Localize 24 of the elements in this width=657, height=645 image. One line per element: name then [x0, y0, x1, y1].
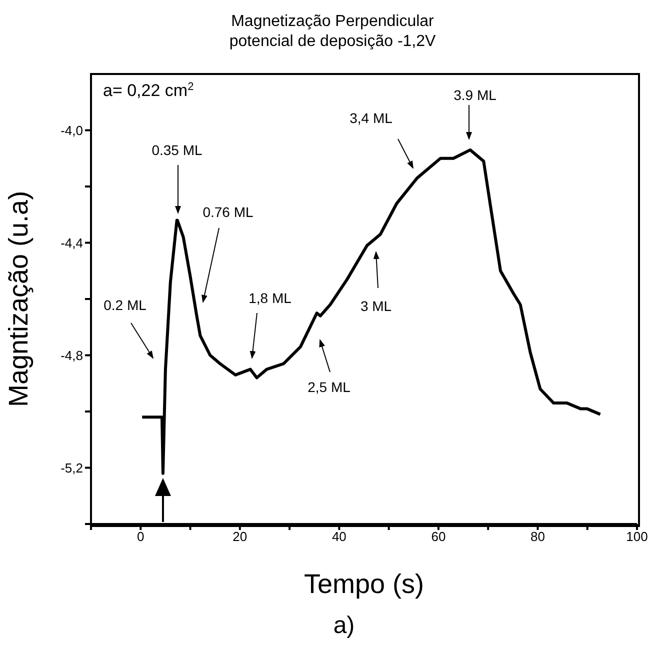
- chart-title: Magnetização Perpendicular: [230, 12, 435, 32]
- x-tick-label: 80: [530, 529, 545, 544]
- text: a): [333, 612, 355, 639]
- y-tick-label: -4,8: [60, 348, 83, 363]
- annotation: 1,8 ML: [248, 290, 292, 306]
- annotation: 2,5 ML: [308, 379, 351, 395]
- chart-subtitle: potencial de deposição -1,2V: [228, 32, 437, 52]
- annotation: a= 0,22 cm$^{2}$: [103, 81, 194, 100]
- annotation: 3 ML: [360, 298, 392, 314]
- x-axis-title: Tempo (s): [304, 569, 424, 600]
- y-tick-label: -5,2: [60, 460, 83, 476]
- y-axis-title: Magntização (u.a): [4, 190, 34, 408]
- annotation: 0.35 ML: [152, 142, 203, 158]
- x-tick-label: 40: [332, 529, 346, 544]
- annotation: 3.9 ML: [454, 87, 497, 103]
- x-tick-label: 0: [137, 529, 144, 544]
- y-tick-label: -4,4: [60, 235, 83, 250]
- x-tick-label: 100: [626, 529, 648, 544]
- x-tick-label: 20: [232, 529, 248, 544]
- annotation: 0.2 ML: [104, 297, 147, 313]
- annotation: 3,4 ML: [350, 110, 393, 126]
- annotation: 0.76 ML: [202, 204, 254, 220]
- y-tick-label: -4,0: [60, 122, 83, 138]
- x-tick-label: 60: [431, 529, 446, 544]
